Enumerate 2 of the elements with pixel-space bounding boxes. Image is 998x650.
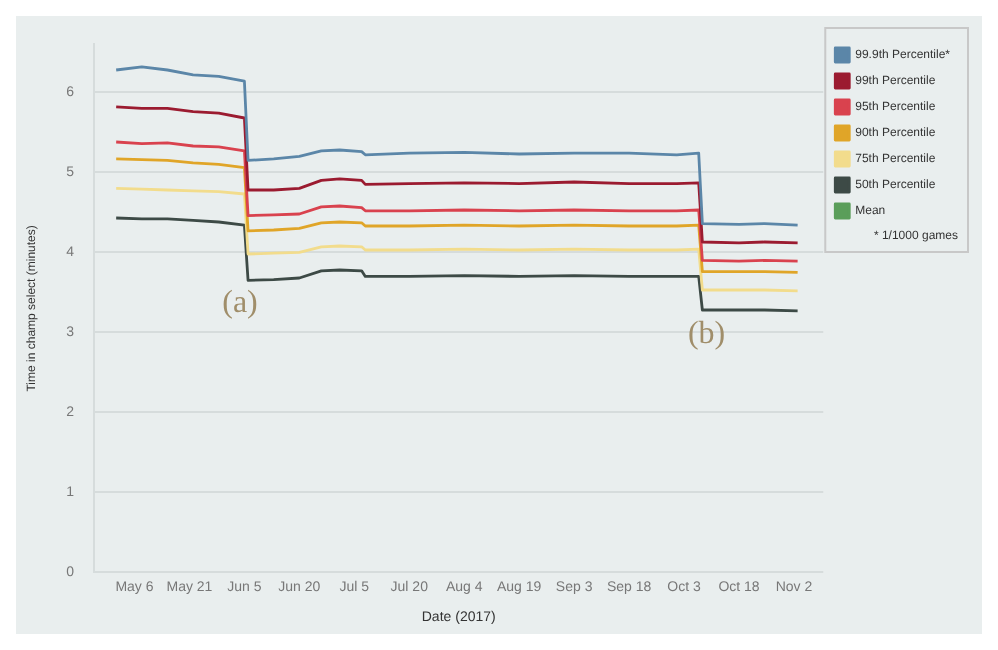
annotation: (a) (222, 285, 258, 320)
annotation: (b) (687, 317, 726, 352)
